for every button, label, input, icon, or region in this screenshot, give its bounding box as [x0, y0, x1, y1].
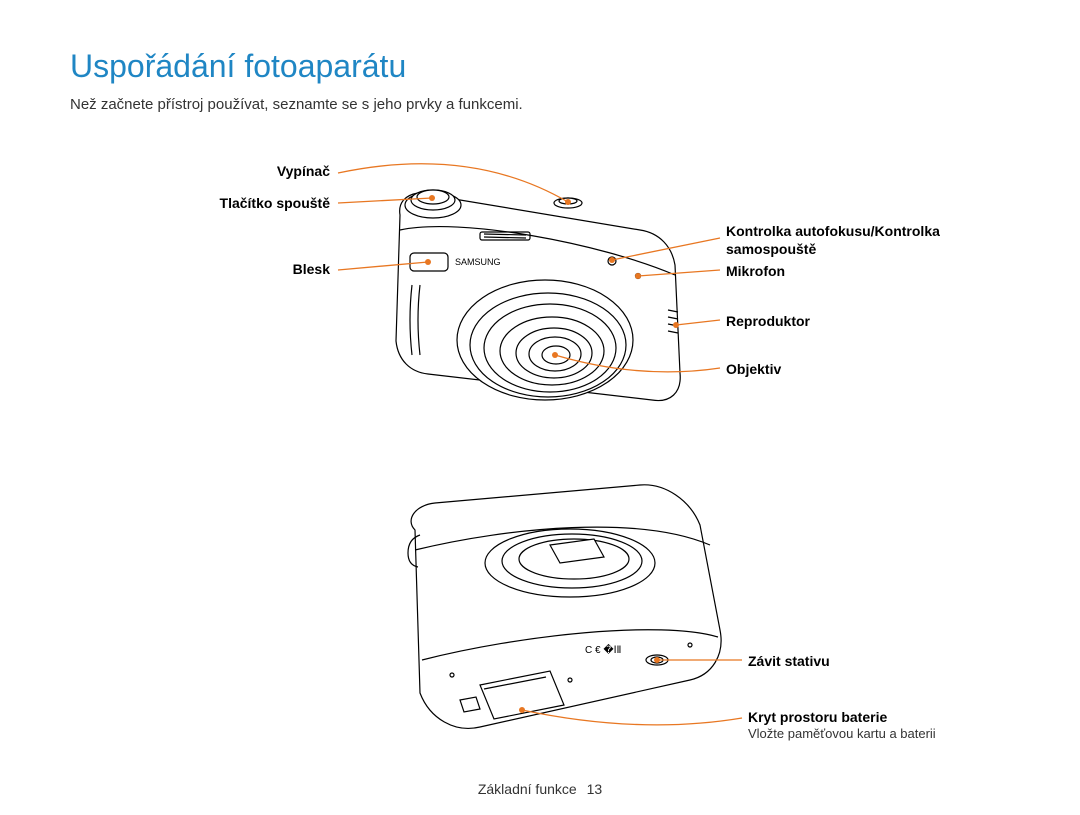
label-microphone: Mikrofon: [726, 262, 926, 280]
label-power-switch: Vypínač: [200, 162, 330, 180]
svg-text:SAMSUNG: SAMSUNG: [455, 257, 501, 267]
label-battery-cover-text: Kryt prostoru baterie: [748, 709, 887, 725]
label-tripod-mount: Závit stativu: [748, 652, 948, 670]
label-shutter-button: Tlačítko spouště: [200, 194, 330, 212]
label-battery-hint: Vložte paměťovou kartu a baterii: [748, 726, 1008, 743]
footer-section: Základní funkce: [478, 781, 577, 797]
page: Uspořádání fotoaparátu Než začnete příst…: [0, 0, 1080, 815]
page-title: Uspořádání fotoaparátu: [70, 48, 406, 85]
label-battery-cover: Kryt prostoru baterie Vložte paměťovou k…: [748, 708, 1008, 743]
svg-text:C € �ⅠⅡ: C € �ⅠⅡ: [585, 643, 621, 656]
page-footer: Základní funkce 13: [0, 781, 1080, 797]
label-af-lamp: Kontrolka autofokusu/Kontrolka samospouš…: [726, 222, 986, 258]
label-lens: Objektiv: [726, 360, 926, 378]
footer-page-number: 13: [587, 781, 603, 797]
page-subtitle: Než začnete přístroj používat, seznamte …: [70, 96, 523, 113]
label-flash: Blesk: [200, 260, 330, 278]
camera-front-illustration: SAMSUNG: [340, 135, 710, 445]
camera-bottom-illustration: C € �ⅠⅡ: [360, 475, 740, 745]
label-speaker: Reproduktor: [726, 312, 926, 330]
